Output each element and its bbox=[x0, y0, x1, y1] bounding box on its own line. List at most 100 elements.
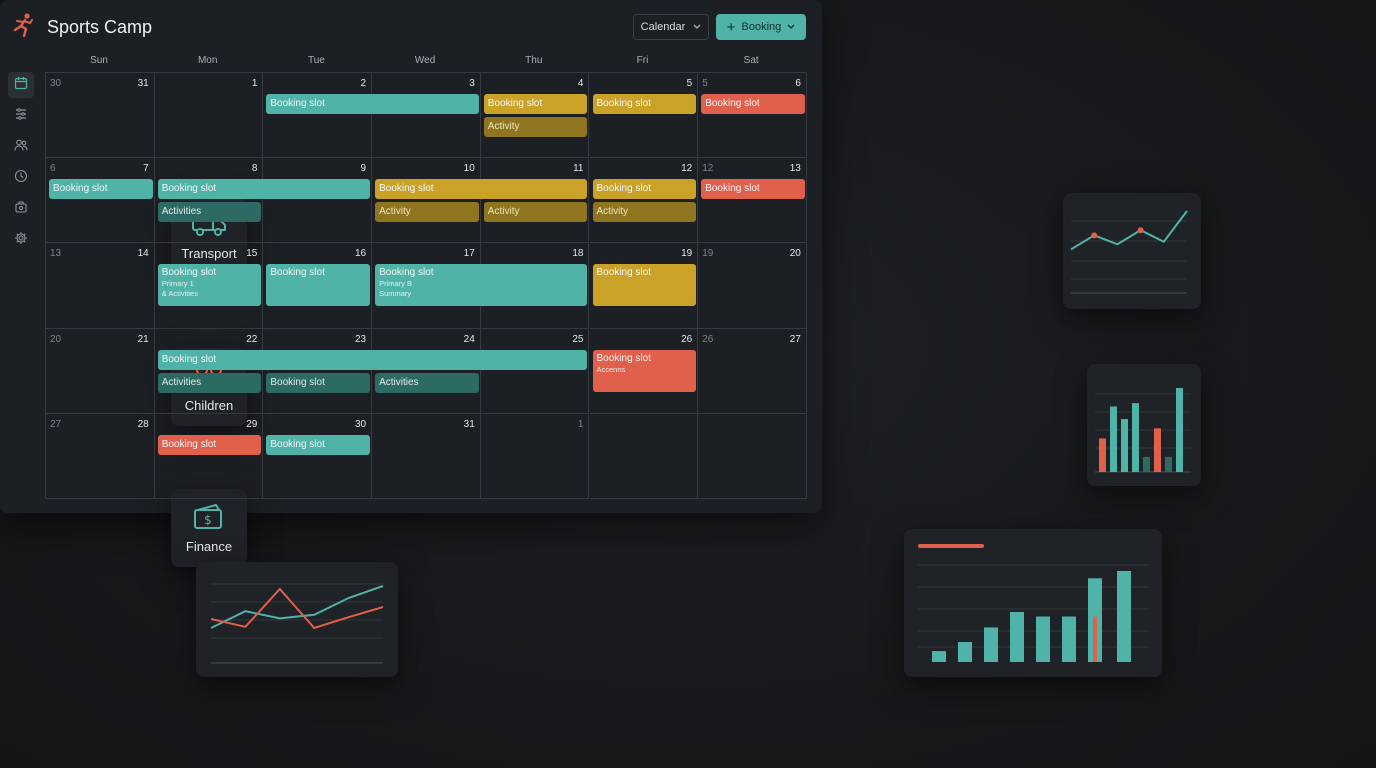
day-number: 18 bbox=[572, 248, 584, 260]
calendar-event[interactable]: Booking slot bbox=[266, 264, 371, 307]
gear-icon bbox=[14, 231, 28, 250]
sidebar-item-calendar[interactable] bbox=[8, 72, 34, 98]
day-cell[interactable]: 3 bbox=[372, 73, 481, 159]
day-cell[interactable] bbox=[589, 413, 699, 499]
feature-label: Children bbox=[184, 397, 234, 413]
feature-card-finance[interactable]: $ Finance bbox=[171, 489, 247, 567]
event-label: Booking slot bbox=[270, 438, 325, 450]
chevron-down-icon bbox=[787, 21, 795, 33]
day-cell[interactable]: 10 bbox=[372, 158, 481, 244]
day-cell[interactable]: 26 bbox=[589, 328, 699, 414]
day-cell[interactable]: 19 bbox=[589, 243, 699, 329]
day-cell[interactable] bbox=[698, 413, 807, 499]
day-number: 14 bbox=[137, 248, 149, 260]
day-cell[interactable]: 5 bbox=[589, 73, 699, 159]
day-number: 26 bbox=[681, 333, 693, 345]
day-cell[interactable]: 12 bbox=[589, 158, 699, 244]
bar-chart bbox=[1095, 388, 1191, 473]
calendar-event[interactable]: Activity bbox=[592, 202, 697, 223]
sidebar-item-history[interactable] bbox=[8, 165, 34, 191]
calendar-event[interactable]: Booking slot bbox=[592, 264, 697, 307]
calendar-event[interactable]: Booking slot bbox=[483, 94, 588, 114]
calendar-event[interactable]: Activity bbox=[483, 202, 588, 223]
calendar-event[interactable]: Booking slot bbox=[266, 94, 479, 114]
sidebar-item-filters[interactable] bbox=[8, 103, 34, 129]
day-cell[interactable]: 16 bbox=[263, 243, 373, 329]
calendar-event[interactable]: Booking slot bbox=[592, 94, 697, 114]
bar bbox=[932, 651, 946, 662]
bar bbox=[1154, 428, 1161, 472]
day-cell[interactable]: 23 bbox=[263, 328, 373, 414]
calendar-event[interactable]: Activities bbox=[157, 372, 262, 393]
day-cell[interactable]: 13 14 bbox=[46, 243, 155, 329]
day-cell[interactable]: 2 bbox=[263, 73, 373, 159]
calendar-event[interactable]: Booking slot bbox=[266, 434, 371, 455]
day-cell[interactable]: 20 21 bbox=[46, 328, 155, 414]
day-cell[interactable]: 12 13 bbox=[698, 158, 807, 244]
event-label: Booking slot bbox=[161, 438, 217, 450]
day-cell[interactable]: 22 bbox=[154, 328, 264, 414]
bar bbox=[984, 627, 998, 662]
sidebar-item-activities[interactable] bbox=[8, 196, 34, 222]
calendar-event[interactable]: Activities bbox=[375, 372, 479, 393]
day-cell[interactable]: 18 bbox=[480, 243, 590, 329]
calendar-view-dropdown[interactable]: Calendar bbox=[633, 14, 709, 40]
calendar-event[interactable]: Booking slot Primary B Summary bbox=[375, 264, 588, 307]
event-label: Booking slot bbox=[161, 267, 217, 279]
calendar-event[interactable]: Activities bbox=[157, 202, 262, 223]
day-number-muted: 26 bbox=[702, 333, 714, 345]
day-cell[interactable]: 4 bbox=[480, 73, 590, 159]
day-number: 22 bbox=[246, 333, 258, 345]
day-cell[interactable]: 1 bbox=[154, 73, 264, 159]
calendar-event[interactable]: Booking slot bbox=[701, 179, 805, 200]
day-cell[interactable]: 25 bbox=[480, 328, 590, 414]
weekday-header: Sun Mon Tue Wed Thu Fri Sat bbox=[45, 55, 806, 71]
sidebar-item-users[interactable] bbox=[8, 134, 34, 160]
day-cell[interactable]: 27 28 bbox=[46, 413, 155, 499]
day-cell[interactable]: 15 bbox=[154, 243, 264, 329]
event-label: Booking slot bbox=[596, 183, 651, 195]
calendar-event[interactable]: Activity bbox=[375, 202, 479, 223]
day-cell[interactable]: 30 31 bbox=[46, 73, 155, 159]
event-label: Activities bbox=[161, 376, 202, 388]
day-cell[interactable]: 30 bbox=[263, 413, 373, 499]
calendar-event[interactable]: Booking slot bbox=[157, 349, 588, 370]
sidebar-item-settings[interactable] bbox=[8, 227, 34, 253]
calendar-event[interactable]: Booking slot bbox=[49, 179, 153, 200]
weekday-label: Fri bbox=[636, 55, 649, 66]
add-booking-button[interactable]: + Booking bbox=[716, 14, 806, 40]
day-cell[interactable]: 24 bbox=[372, 328, 481, 414]
calendar-event[interactable]: Booking slot bbox=[157, 434, 262, 455]
bar bbox=[1165, 456, 1172, 472]
calendar-event[interactable]: Booking slot bbox=[266, 372, 371, 393]
day-number-muted: 6 bbox=[50, 163, 56, 175]
day-number-muted: 19 bbox=[702, 248, 714, 260]
feature-label: Transport bbox=[181, 245, 237, 261]
day-cell[interactable]: 9 bbox=[263, 158, 373, 244]
day-cell[interactable]: 26 27 bbox=[698, 328, 807, 414]
day-number-muted: 13 bbox=[50, 248, 62, 260]
day-number: 29 bbox=[246, 418, 258, 430]
day-cell[interactable]: 31 bbox=[372, 413, 481, 499]
month-grid: 30 31 1 2 3 4 5 5 6 6 7 8 9 10 11 12 12 13 13 14 15 16 17 18 19 1… bbox=[45, 72, 807, 499]
calendar-event[interactable]: Booking slot bbox=[375, 179, 588, 200]
event-label: Booking slot bbox=[53, 183, 108, 195]
day-number: 16 bbox=[354, 248, 367, 260]
calendar-event[interactable]: Booking slot Accenns bbox=[592, 349, 697, 392]
event-label: Booking slot bbox=[596, 267, 651, 279]
calendar-event[interactable]: Booking slot Primary 1 & Activities bbox=[157, 264, 262, 307]
event-label: Booking slot bbox=[379, 267, 434, 279]
day-cell[interactable]: 1 bbox=[480, 413, 590, 499]
day-cell[interactable]: 11 bbox=[480, 158, 590, 244]
weekday-label: Sun bbox=[90, 55, 108, 66]
calendar-event[interactable]: Booking slot bbox=[592, 179, 697, 200]
day-number: 24 bbox=[463, 333, 475, 345]
day-cell[interactable]: 19 20 bbox=[698, 243, 807, 329]
day-cell[interactable]: 8 bbox=[154, 158, 264, 244]
calendar-event[interactable]: Booking slot bbox=[157, 179, 371, 200]
day-cell[interactable]: 29 bbox=[154, 413, 264, 499]
calendar-event[interactable]: Booking slot bbox=[701, 94, 805, 114]
calendar-event[interactable]: Activity bbox=[483, 117, 588, 137]
